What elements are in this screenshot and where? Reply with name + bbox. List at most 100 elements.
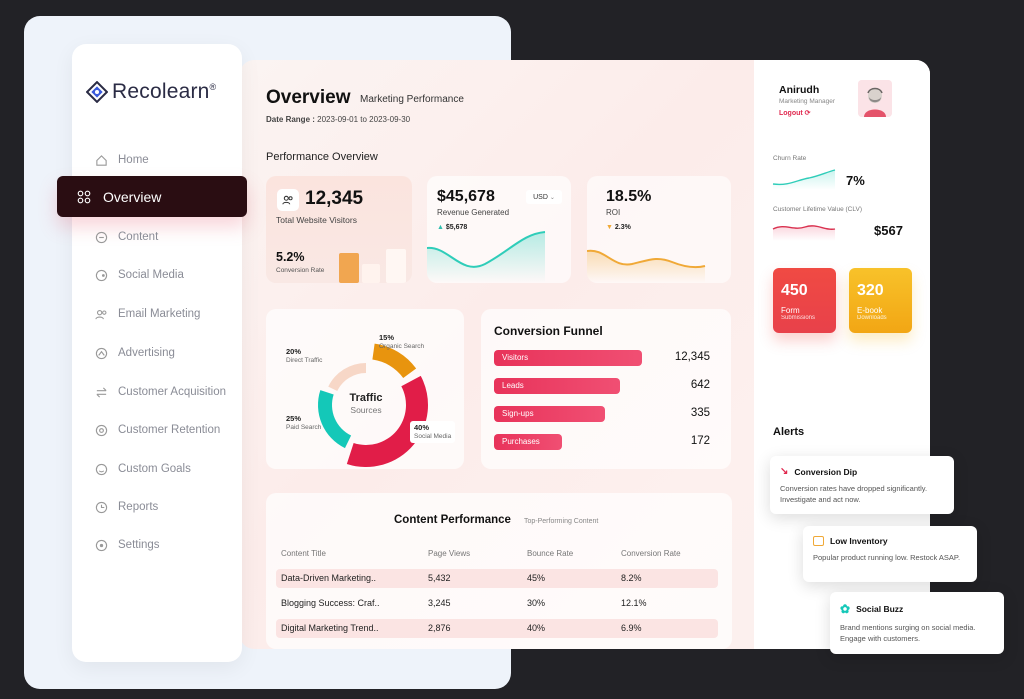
roi-label: ROI xyxy=(606,208,621,217)
cell-conversion: 6.9% xyxy=(621,623,642,633)
sidebar-item-content[interactable]: Content xyxy=(94,227,158,247)
logout-label: Logout xyxy=(779,110,803,117)
revenue-delta: ▲ $5,678 xyxy=(437,224,467,231)
sidebar-item-label: Advertising xyxy=(118,347,175,359)
funnel-title: Conversion Funnel xyxy=(494,324,603,338)
column-header-views: Page Views xyxy=(428,549,471,558)
sidebar-item-custom-goals[interactable]: Custom Goals xyxy=(94,459,191,479)
sidebar-item-settings[interactable]: Settings xyxy=(94,535,160,555)
alert-social-buzz[interactable]: ✿ Social Buzz Brand mentions surging on s… xyxy=(830,592,1004,654)
sidebar-item-label: Customer Acquisition xyxy=(118,386,227,398)
gear-icon xyxy=(94,538,108,552)
column-header-title: Content Title xyxy=(281,549,326,558)
alert-conversion-dip[interactable]: ↘ Conversion Dip Conversion rates have dr… xyxy=(770,456,954,514)
target-icon xyxy=(94,423,108,437)
visitors-card xyxy=(266,176,412,283)
roi-value: 18.5% xyxy=(606,188,652,205)
sidebar-item-customer-retention[interactable]: Customer Retention xyxy=(94,420,220,440)
home-icon xyxy=(94,153,108,167)
clv-sparkline xyxy=(772,225,836,241)
funnel-value: 172 xyxy=(690,435,710,447)
conversion-rate-value: 5.2% xyxy=(276,250,305,264)
logout-link[interactable]: Logout ⟳ xyxy=(779,109,811,117)
sidebar-item-label: Settings xyxy=(118,539,160,551)
visitors-bars xyxy=(339,249,406,283)
roi-card xyxy=(587,176,731,283)
cell-views: 5,432 xyxy=(428,573,451,583)
tile-value: 450 xyxy=(781,282,808,299)
table-row[interactable] xyxy=(276,569,718,588)
cell-views: 2,876 xyxy=(428,623,451,633)
funnel-value: 335 xyxy=(690,407,710,419)
ebook-downloads-tile[interactable]: 320 E-book Downloads xyxy=(849,268,912,333)
form-submissions-tile[interactable]: 450 Form Submissions xyxy=(773,268,836,333)
donut-slice-direct-traffic[interactable] xyxy=(328,363,366,391)
alert-title: Low Inventory xyxy=(830,536,888,546)
cell-title: Data-Driven Marketing.. xyxy=(281,573,377,583)
segment-name: Organic Search xyxy=(379,342,425,350)
roi-delta-value: 2.3% xyxy=(614,224,631,231)
alert-text: Conversion rates have dropped significan… xyxy=(780,484,928,504)
visitors-label: Total Website Visitors xyxy=(276,215,357,225)
funnel-bar-visitors[interactable]: Visitors xyxy=(494,350,642,366)
sidebar-item-email-marketing[interactable]: Email Marketing xyxy=(94,304,200,324)
donut-slice-paid-search[interactable] xyxy=(318,390,352,449)
sidebar-item-label: Content xyxy=(118,231,159,243)
funnel-bar-leads[interactable]: Leads xyxy=(494,378,620,394)
currency-value: USD xyxy=(533,193,548,201)
sidebar-item-home[interactable]: Home xyxy=(94,150,149,170)
logo-icon xyxy=(85,80,109,104)
visitors-icon xyxy=(277,189,299,211)
brand-name: Recolearn xyxy=(112,80,210,103)
content-performance-title: Content Performance xyxy=(394,514,511,526)
donut-slice-social-media[interactable] xyxy=(346,375,428,467)
sidebar-item-social-media[interactable]: Social Media xyxy=(94,265,184,285)
sidebar-item-customer-acquisition[interactable]: Customer Acquisition xyxy=(94,382,226,402)
funnel-bar-purchases[interactable]: Purchases xyxy=(494,434,562,450)
date-range-value: 2023-09-01 to 2023-09-30 xyxy=(317,115,411,124)
churn-rate-value: 7% xyxy=(846,173,865,188)
brand-logo[interactable]: Recolearn® xyxy=(85,80,217,104)
sidebar-item-label: Customer Retention xyxy=(118,424,221,436)
sidebar-item-reports[interactable]: Reports xyxy=(94,497,158,517)
donut-slice-organic-search[interactable] xyxy=(372,343,417,378)
traffic-donut-chart: Traffic Sources xyxy=(318,343,428,467)
date-range[interactable]: Date Range : 2023-09-01 to 2023-09-30 xyxy=(266,115,410,124)
brand-reg: ® xyxy=(209,82,217,92)
churn-sparkline xyxy=(772,169,836,190)
alert-low-inventory[interactable]: Low Inventory Popular product running lo… xyxy=(803,526,977,582)
user-name: Anirudh xyxy=(779,84,820,96)
funnel-bar-sign-ups[interactable]: Sign-ups xyxy=(494,406,605,422)
segment-label-social: 40% Social Media xyxy=(410,421,456,444)
alert-title: Conversion Dip xyxy=(794,466,858,477)
sidebar xyxy=(72,44,242,662)
social-buzz-icon: ✿ xyxy=(840,602,851,616)
segment-pct: 15% xyxy=(379,333,395,342)
currency-select[interactable]: USD ⌄ xyxy=(526,190,562,204)
alert-text: Popular product running low. Restock ASA… xyxy=(813,553,961,562)
revenue-delta-value: $5,678 xyxy=(445,224,468,231)
table-row[interactable] xyxy=(276,619,718,638)
sidebar-item-label: Reports xyxy=(118,501,159,513)
cell-views: 3,245 xyxy=(428,598,451,608)
content-icon xyxy=(94,230,108,244)
page-title: Overview xyxy=(266,87,351,108)
cell-bounce: 45% xyxy=(527,573,546,583)
swap-icon xyxy=(94,385,108,399)
sidebar-item-overview[interactable]: Overview xyxy=(57,176,247,217)
clv-value: $567 xyxy=(874,223,903,238)
page-subtitle: Marketing Performance xyxy=(360,94,464,105)
traffic-center-title: Traffic xyxy=(349,392,382,404)
revenue-value: $45,678 xyxy=(437,188,495,205)
tile-value: 320 xyxy=(857,282,884,299)
segment-label-organic: 15% Organic Search xyxy=(379,333,424,351)
churn-rate-label: Churn Rate xyxy=(773,155,807,162)
segment-pct: 40% xyxy=(414,423,430,432)
segment-label-direct: 20% Direct Traffic xyxy=(286,347,322,365)
avatar[interactable] xyxy=(858,80,892,117)
segment-label-paid: 25% Paid Search xyxy=(286,414,321,432)
sidebar-item-advertising[interactable]: Advertising xyxy=(94,343,175,363)
revenue-sparkline xyxy=(427,231,546,283)
funnel-value: 12,345 xyxy=(674,351,710,363)
cell-conversion: 8.2% xyxy=(621,573,642,583)
